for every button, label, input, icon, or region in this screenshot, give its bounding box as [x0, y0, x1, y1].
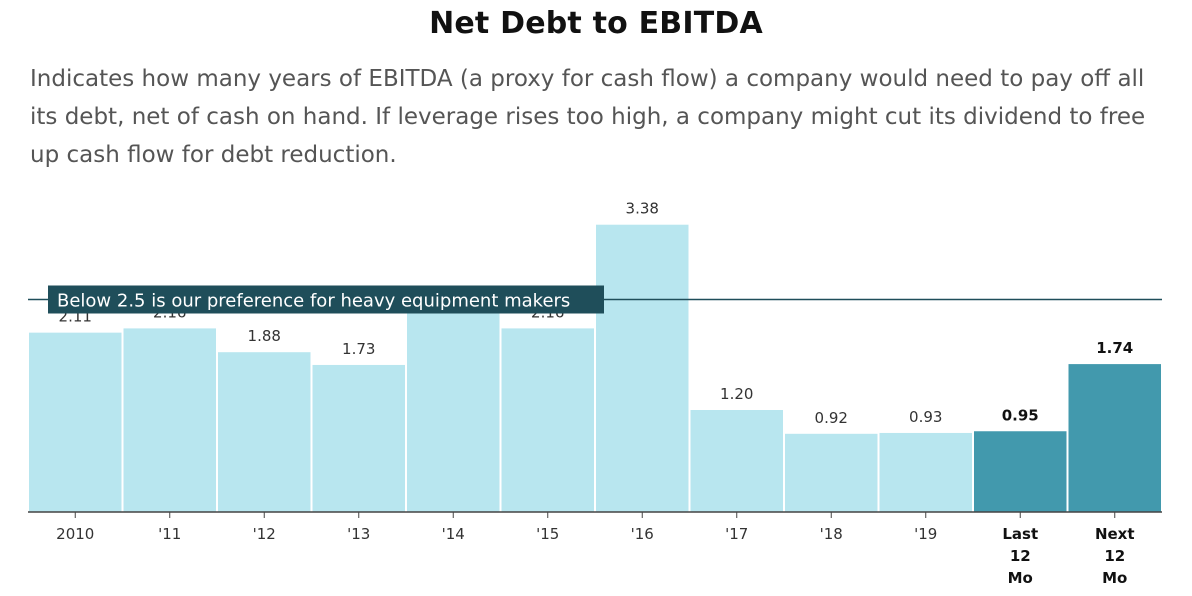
bar-7 [690, 410, 783, 512]
bars-layer: 2.112.161.881.732.163.381.200.920.930.95… [29, 200, 1161, 512]
bar-value-label-10: 0.95 [1002, 406, 1039, 424]
tick-label-2: '12 [253, 525, 276, 543]
bar-8 [785, 433, 878, 512]
tick-label-10: Last 12 Mo [1002, 525, 1038, 587]
bar-3 [312, 364, 405, 512]
reference-label: Below 2.5 is our preference for heavy eq… [57, 291, 570, 312]
bar-value-label-11: 1.74 [1096, 339, 1133, 357]
bar-6 [596, 224, 689, 512]
tick-label-0: 2010 [56, 525, 94, 543]
bar-value-label-9: 0.93 [909, 408, 942, 426]
reference-layer: Below 2.5 is our preference for heavy eq… [28, 285, 1162, 314]
bar-4 [407, 299, 500, 512]
tick-label-8: '18 [820, 525, 843, 543]
bar-value-label-3: 1.73 [342, 340, 375, 358]
bar-9 [879, 432, 972, 512]
chart-subtitle: Indicates how many years of EBITDA (a pr… [30, 66, 1146, 168]
bar-10 [974, 431, 1067, 512]
bar-11 [1068, 364, 1161, 512]
bar-2 [218, 352, 311, 512]
tick-label-5: '15 [536, 525, 559, 543]
tick-label-7: '17 [725, 525, 748, 543]
tick-label-4: '14 [442, 525, 465, 543]
bar-value-label-2: 1.88 [248, 327, 281, 345]
tick-label-6: '16 [631, 525, 654, 543]
tick-label-1: '11 [158, 525, 181, 543]
chart-title: Net Debt to EBITDA [429, 6, 763, 41]
bar-0 [29, 332, 122, 512]
bar-5 [501, 328, 594, 512]
x-axis: 2010 '11 '12 '13 '14 '15 '16 '17 '18 '19 Last 12 Mo N… [28, 511, 1162, 587]
bar-1 [123, 328, 216, 512]
tick-label-3: '13 [347, 525, 370, 543]
tick-label-9: '19 [914, 525, 937, 543]
bar-value-label-7: 1.20 [720, 385, 753, 403]
reference-label-box [48, 285, 604, 314]
bar-value-label-6: 3.38 [626, 200, 659, 218]
bar-value-label-8: 0.92 [815, 409, 848, 427]
tick-label-11: Next 12 Mo [1095, 525, 1135, 587]
